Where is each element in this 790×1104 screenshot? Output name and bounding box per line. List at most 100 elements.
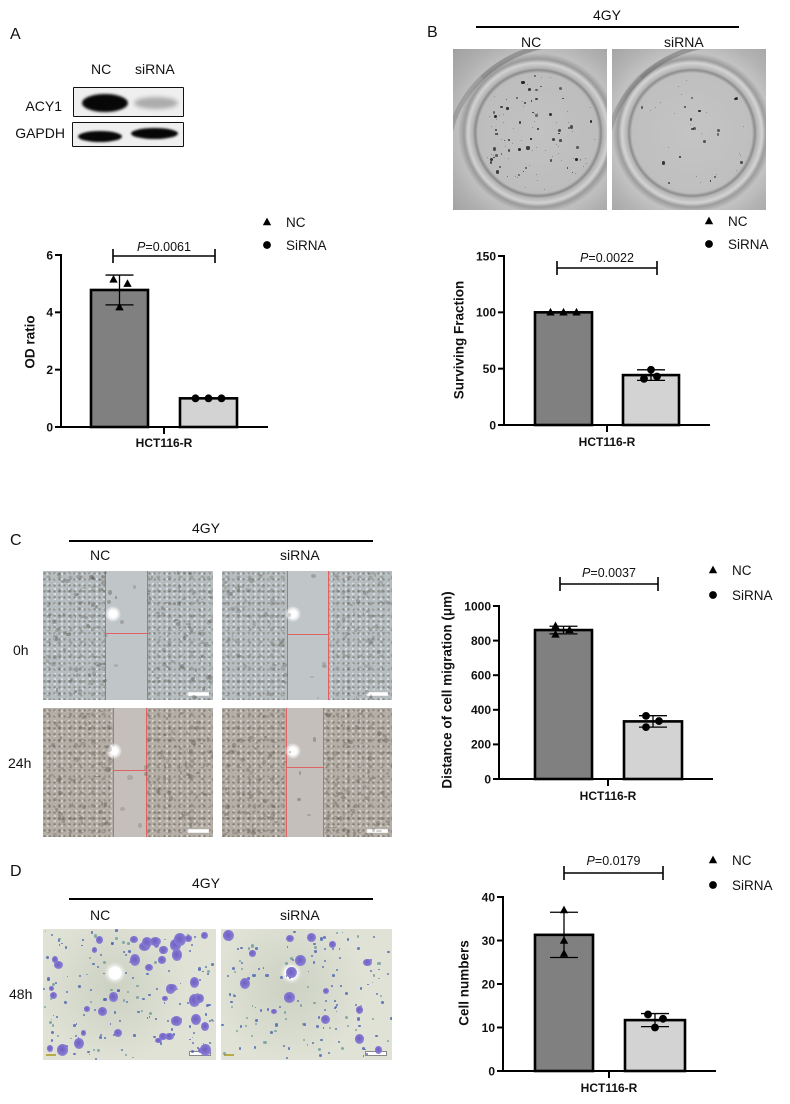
cell-clump [283,761,288,764]
cell-clump [96,663,101,667]
cell-clump [73,779,76,783]
cell-clump [258,573,264,577]
pore-dot [75,1035,78,1038]
chart-legend: NC SiRNA [262,215,327,253]
cell-clump [62,647,67,651]
cell-clump [242,605,247,609]
cell-clump [258,609,264,611]
colony-dot [568,122,569,124]
scale-bar [367,829,388,833]
cell-clump [180,816,184,819]
pore-dot [320,1038,323,1042]
cell-clump [364,637,371,643]
cell-clump [196,720,202,724]
cell-clump [223,580,229,585]
pore-dot [73,1052,76,1055]
cell-clump [371,615,377,618]
cell-clump [369,695,373,700]
pore-dot [321,965,324,969]
pore-dot [255,946,259,950]
cell-clump [127,775,133,780]
cell-clump [238,796,242,802]
cell-clump [97,752,102,756]
colony-dot [535,97,538,101]
scratch-gap [113,708,147,837]
pore-dot [389,1016,392,1020]
cell-clump [192,743,196,747]
cell-clump [199,609,202,612]
cell-clump [378,681,381,685]
x-axis-label: HCT116-R [579,435,636,449]
cell-clump [156,612,161,615]
colony-dot [516,177,518,179]
cell-clump [349,799,352,803]
cell-clump [256,740,259,744]
data-point-triangle-icon [559,949,569,957]
cell-clump [367,756,372,761]
cell-clump [382,795,387,798]
cell-clump [333,574,339,578]
cell-clump [53,654,57,660]
transwell-image-sirna-48h [221,929,392,1060]
cell-clump [360,653,363,658]
cell-clump [132,585,137,589]
pore-dot [50,934,53,937]
cell-clump [342,636,347,640]
cell-clump [66,587,69,593]
colony-dot [583,165,585,167]
cell-clump [73,645,76,648]
cell-clump [168,791,172,793]
light-glare [105,606,121,622]
pore-dot [334,1000,336,1003]
cell-clump [107,759,113,764]
colony-dot [535,89,538,92]
legend-label: NC [732,853,752,868]
cell-clump [210,755,213,760]
cell-clump [265,816,271,819]
migrated-cell [294,954,306,966]
cell-clump [261,615,267,619]
scale-bar [188,692,209,696]
treatment-divider [69,540,373,542]
cell-clump [90,620,94,623]
cell-clump [387,833,389,837]
colony-plate-sirna [612,49,766,210]
pore-dot [137,1010,140,1014]
cell-clump [91,576,96,580]
cell-clump [102,634,108,637]
bar-chart-panel-c: 0 200 400 600 800 1000 Distance of cell migrat… [440,563,773,803]
pore-dot [88,1053,91,1056]
colony-dot [589,107,591,109]
migrated-cell [174,933,186,947]
cell-clump [357,779,361,782]
p-value-label: P=0.0179 [587,854,641,868]
cell-clump [202,710,206,712]
cell-clump [62,631,67,634]
colony-dot [680,93,682,95]
colony-dot [589,120,592,123]
pore-dot [260,1009,263,1012]
pore-dot [344,1015,348,1020]
cell-clump [177,601,182,607]
migrated-cell [195,994,204,1003]
cell-clump [61,580,66,584]
cell-clump [339,816,343,821]
colony-dot [494,128,498,132]
migrated-cell [285,935,295,943]
cell-clump [386,752,391,754]
cell-clump [346,830,350,836]
cell-clump [51,743,55,748]
pore-dot [148,1011,152,1015]
pore-dot [336,931,338,934]
y-axis-label: Distance of cell migration (μm) [440,591,455,788]
pore-dot [109,1023,112,1025]
pore-dot [381,1001,385,1004]
cell-clump [161,647,167,653]
colony-dot [518,148,522,152]
cell-clump [153,632,156,636]
cell-clump [371,828,376,833]
colony-dot [640,106,644,109]
cell-clump [163,678,169,682]
y-tick-label: 0 [484,772,491,786]
cell-clump [331,826,338,829]
